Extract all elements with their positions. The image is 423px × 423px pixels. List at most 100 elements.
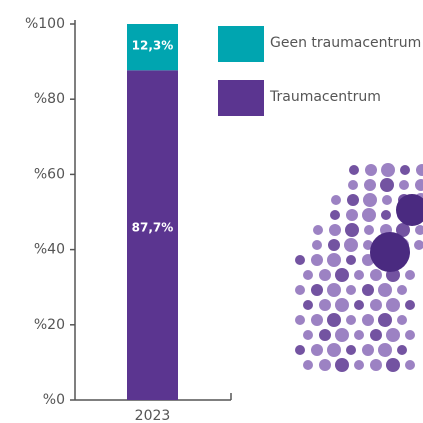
logo-dot [346,345,356,355]
y-tick-label: %100 [25,16,65,32]
logo-dot [344,238,358,252]
logo-dot [363,240,373,250]
logo-dot [335,298,349,312]
logo-dot [400,165,410,175]
logo-badge [370,232,410,272]
logo-dot [335,358,349,372]
logo-dot [295,285,305,295]
logo-dot [415,179,423,191]
logo-dot [386,358,400,372]
logo-dot [364,179,376,191]
bar-segment [127,70,178,401]
logo-dot [362,284,374,296]
logo-dot [405,330,415,340]
value-label: 12,3% [132,39,174,53]
legend-swatch [218,26,264,62]
logo-dot [381,210,391,220]
logo-dot [416,164,423,176]
logo-dot [354,270,364,280]
logo-dot [405,270,415,280]
logo-dot [370,329,382,341]
logo-dot [295,345,305,355]
logo-dot [362,208,376,222]
logo-dot [319,299,331,311]
logo-dot [327,253,341,267]
logo-dot [346,315,356,325]
legend-swatch [218,80,264,116]
logo-dot [319,269,331,281]
logo-dot [370,299,382,311]
logo-dot [405,300,415,310]
logo-dot [378,283,392,297]
logo-dot [386,328,400,342]
logo-dot [348,180,358,190]
logo-dot [397,315,407,325]
logo-dot [370,359,382,371]
logo-dot [405,360,415,370]
logo-dot [382,195,392,205]
logo-dot [363,193,377,207]
y-tick-label: %40 [34,242,65,258]
logo-dot [335,328,349,342]
logo-dot [331,195,341,205]
logo-dot [319,329,331,341]
logo-dot [303,360,313,370]
logo-dot [327,283,341,297]
logo-dot [345,223,359,237]
logo-dot [370,269,382,281]
logo-dot [303,300,313,310]
logo-dot [354,360,364,370]
logo-dot [295,315,305,325]
logo-dot [328,239,340,251]
logo-dot [386,298,400,312]
logo-dot [381,163,395,177]
logo-dot [378,313,392,327]
logo-dot [327,313,341,327]
logo-dot [347,194,359,206]
logo-dot [303,270,313,280]
x-tick-label: 2023 [135,408,171,423]
logo-dot [319,359,331,371]
logo-dot [378,343,392,357]
y-tick-label: %20 [34,317,65,333]
logo [295,163,423,372]
logo-dot [311,254,323,266]
logo-dot [399,180,409,190]
logo-dot [362,314,374,326]
logo-badge [396,194,423,226]
logo-dot [397,345,407,355]
logo-dot [354,330,364,340]
logo-dot [330,210,340,220]
logo-dot [349,165,359,175]
logo-dot [397,285,407,295]
y-tick-label: %0 [43,392,65,408]
logo-dot [311,314,323,326]
logo-dot [380,178,394,192]
logo-dot [346,255,356,265]
logo-dot [311,344,323,356]
logo-dot [329,224,341,236]
logo-dot [295,255,305,265]
logo-dot [362,344,374,356]
legend-label: Geen traumacentrum [270,35,421,51]
logo-dot [311,284,323,296]
logo-dot [346,285,356,295]
logo-dot [327,343,341,357]
logo-dot [365,164,377,176]
y-tick-label: %60 [34,166,65,182]
logo-dot [313,225,323,235]
logo-dot [303,330,313,340]
logo-dot [415,225,423,235]
logo-dot [335,268,349,282]
logo-dot [396,223,410,237]
legend-label: Traumacentrum [269,89,381,105]
y-tick-label: %80 [34,91,65,107]
logo-dot [346,209,358,221]
bar-segment [127,24,178,71]
value-label: 87,7% [132,221,174,235]
logo-dot [312,240,322,250]
logo-dot [414,240,423,250]
logo-dot [354,300,364,310]
